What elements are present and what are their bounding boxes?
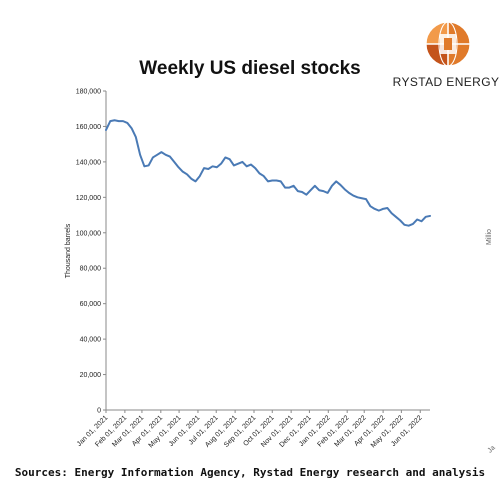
y-tick-label: 100,000 [76, 230, 101, 237]
y-axis: 0 20,000 40,000 60,000 80,000 100,000 120,000 1… [76, 89, 107, 415]
rystad-logo [425, 21, 471, 67]
y-tick-label: 80,000 [80, 266, 102, 273]
brand-name: RYSTAD ENERGY [392, 75, 500, 89]
y-tick-label: 20,000 [80, 372, 102, 379]
y-tick-label: 40,000 [80, 337, 102, 344]
y-axis-label: Thousand barrels [65, 223, 72, 278]
series-group [105, 119, 431, 227]
x-tick-label: Mar 01, 2021 [111, 414, 145, 448]
y-tick-label: 160,000 [76, 124, 101, 131]
sources-note: Sources: Energy Information Agency, Ryst… [14, 466, 486, 479]
y-tick-label: 180,000 [76, 89, 101, 96]
x-tick-label: Mar 01, 2022 [334, 414, 368, 448]
chart-title: Weekly US diesel stocks [139, 58, 361, 79]
series-line-diesel-stocks [105, 119, 431, 227]
y-tick-label: 0 [97, 408, 101, 415]
y-tick-label: 120,000 [76, 195, 101, 202]
y-tick-label: 140,000 [76, 159, 101, 166]
y-tick-label: 60,000 [80, 301, 102, 308]
right-axis-fragment: Millio [486, 229, 493, 245]
